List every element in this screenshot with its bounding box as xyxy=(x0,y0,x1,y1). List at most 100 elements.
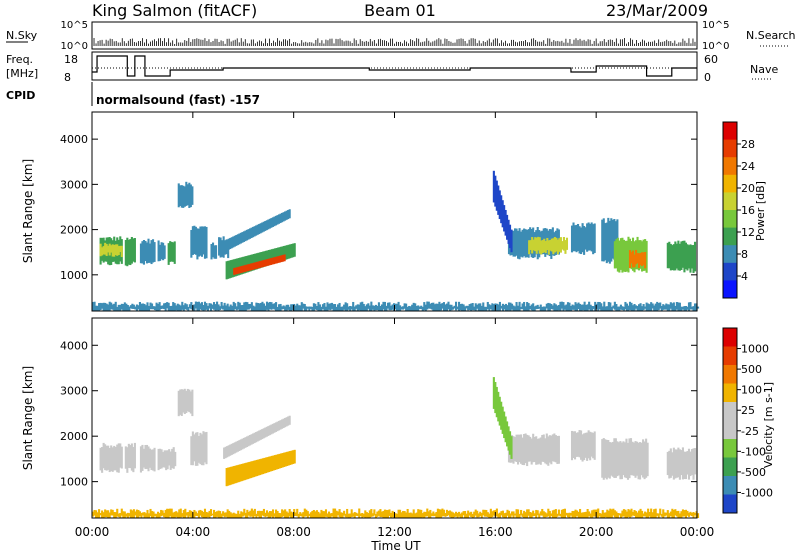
echo-column xyxy=(672,244,675,271)
echo-column xyxy=(532,239,535,251)
freq-trace xyxy=(92,55,697,77)
echo-column xyxy=(430,513,433,516)
echo-column xyxy=(687,302,691,311)
echo-column xyxy=(230,237,233,249)
echo-column xyxy=(572,222,575,252)
echo-column xyxy=(281,246,284,261)
echo-column xyxy=(225,512,228,517)
echo-column xyxy=(651,512,654,518)
echo-column xyxy=(409,512,412,518)
echo-column xyxy=(98,509,101,518)
echo-column xyxy=(529,305,532,310)
echo-column xyxy=(498,190,501,220)
echo-column xyxy=(108,512,111,518)
echo-column xyxy=(327,511,331,518)
echo-column xyxy=(477,513,480,518)
echo-column xyxy=(586,432,589,461)
echo-column xyxy=(473,306,476,311)
echo-column xyxy=(231,466,234,485)
echo-column xyxy=(185,390,188,414)
echo-column xyxy=(614,438,617,478)
echo-column xyxy=(607,440,610,478)
echo-column xyxy=(261,510,264,516)
echo-column xyxy=(447,510,450,516)
echo-column xyxy=(359,513,362,517)
echo-column xyxy=(524,433,527,464)
echo-column xyxy=(399,509,402,518)
echo-column xyxy=(278,304,281,311)
echo-column xyxy=(117,443,120,473)
echo-column xyxy=(510,229,513,253)
echo-column xyxy=(297,513,300,518)
echo-column xyxy=(285,417,288,427)
echo-column xyxy=(250,434,253,445)
echo-column xyxy=(252,460,255,478)
echo-column xyxy=(680,241,683,270)
echo-column xyxy=(256,431,259,442)
freq-panel: Freq. [MHz] 18 8 60 0 Nave xyxy=(6,51,778,84)
echo-column xyxy=(607,302,610,311)
echo-column xyxy=(581,434,584,462)
echo-column xyxy=(518,301,521,311)
echo-column xyxy=(92,511,95,517)
echo-column xyxy=(129,509,132,518)
echo-column xyxy=(172,447,175,469)
echo-column xyxy=(675,511,678,517)
echo-column xyxy=(190,229,193,258)
echo-column xyxy=(117,304,120,311)
echo-column xyxy=(249,510,252,517)
echo-column xyxy=(176,303,179,311)
echo-column xyxy=(669,243,672,271)
echo-column xyxy=(283,245,286,261)
echo-column xyxy=(238,513,241,518)
echo-column xyxy=(537,236,540,251)
echo-column xyxy=(300,302,303,311)
echo-column xyxy=(144,513,148,518)
echo-column xyxy=(611,441,614,477)
echo-column xyxy=(245,256,248,273)
echo-column xyxy=(625,438,628,479)
echo-column xyxy=(621,510,624,517)
echo-column xyxy=(353,512,356,518)
echo-column xyxy=(632,442,636,476)
echo-column xyxy=(290,304,293,311)
echo-column xyxy=(504,303,508,311)
echo-region xyxy=(167,241,176,265)
echo-column xyxy=(444,304,447,311)
echo-column xyxy=(114,301,117,311)
echo-column xyxy=(464,306,467,311)
echo-column xyxy=(690,245,694,269)
echo-column xyxy=(105,303,108,311)
echo-column xyxy=(275,509,278,518)
echo-column xyxy=(675,243,678,269)
echo-column xyxy=(258,303,261,311)
echo-column xyxy=(666,510,669,518)
echo-column xyxy=(347,306,350,310)
echo-column xyxy=(230,466,233,485)
echo-column xyxy=(633,304,636,311)
echo-column xyxy=(580,227,583,255)
echo-column xyxy=(232,301,235,311)
echo-column xyxy=(570,225,574,253)
echo-column xyxy=(589,304,592,311)
echo-column xyxy=(350,509,353,517)
echo-column xyxy=(253,262,256,270)
echo-column xyxy=(380,511,383,517)
echo-column xyxy=(642,439,645,478)
echo-column xyxy=(352,513,355,517)
echo-column xyxy=(686,510,689,516)
echo-column xyxy=(265,301,269,310)
echo-column xyxy=(246,509,249,518)
echo-column xyxy=(244,301,247,311)
echo-column xyxy=(424,304,427,311)
echo-column xyxy=(554,509,557,518)
echo-column xyxy=(588,301,591,310)
echo-column xyxy=(500,401,503,430)
echo-column xyxy=(124,446,127,469)
time-axis: 00:00 04:00 08:00 12:00 16:00 20:00 00:00 xyxy=(75,112,714,539)
echo-column xyxy=(189,184,192,208)
echo-column xyxy=(681,509,684,517)
echo-column xyxy=(648,304,651,311)
echo-column xyxy=(678,449,681,480)
